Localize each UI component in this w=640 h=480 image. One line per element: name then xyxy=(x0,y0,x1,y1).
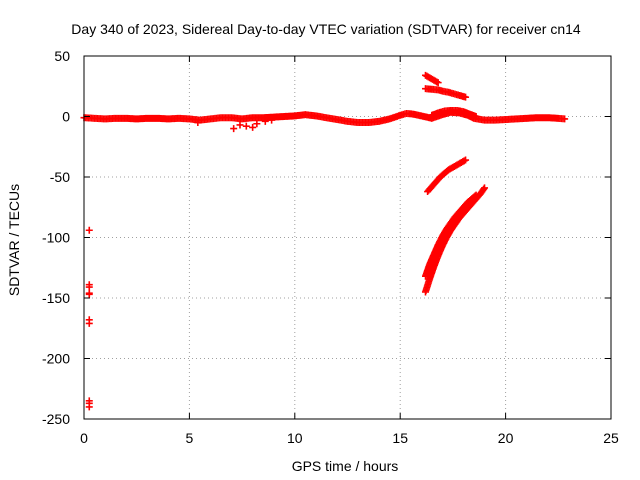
data-point xyxy=(85,226,93,234)
y-tick-label: -250 xyxy=(42,411,70,427)
x-tick-label: 25 xyxy=(603,430,619,446)
y-tick-label: 50 xyxy=(54,48,70,64)
data-point xyxy=(230,125,238,133)
x-tick-label: 10 xyxy=(287,430,303,446)
data-point xyxy=(434,79,442,87)
y-tick-label: -200 xyxy=(42,351,70,367)
data-point xyxy=(462,156,470,164)
y-tick-label: -100 xyxy=(42,230,70,246)
y-axis-label: SDTVAR / TECUs xyxy=(6,184,22,296)
x-tick-labels: 0 5 10 15 20 25 xyxy=(80,430,619,446)
data-point xyxy=(268,116,276,124)
data-point xyxy=(561,115,569,123)
x-tick-label: 20 xyxy=(498,430,514,446)
plot-frame xyxy=(83,55,612,420)
chart-title: Day 340 of 2023, Sidereal Day-to-day VTE… xyxy=(71,21,581,37)
x-tick-label: 15 xyxy=(392,430,408,446)
data-point xyxy=(249,123,257,131)
data-point xyxy=(261,117,269,125)
data-point xyxy=(85,403,93,411)
data-point xyxy=(85,290,93,298)
x-axis-label: GPS time / hours xyxy=(292,458,399,474)
data-point xyxy=(85,319,93,327)
data-point xyxy=(462,93,470,101)
data-point xyxy=(471,192,479,200)
data-point xyxy=(194,119,202,127)
y-tick-label: -50 xyxy=(50,169,70,185)
data-point xyxy=(460,157,468,165)
x-tick-label: 0 xyxy=(80,430,88,446)
data-point xyxy=(85,283,93,291)
y-tick-label: 0 xyxy=(62,109,70,125)
x-tick-label: 5 xyxy=(186,430,194,446)
data-point xyxy=(242,122,250,130)
data-point xyxy=(472,191,480,199)
data-point xyxy=(480,185,488,193)
grid-lines xyxy=(84,56,611,419)
data-point xyxy=(236,121,244,129)
axis-ticks xyxy=(83,55,612,420)
data-point xyxy=(481,184,489,192)
data-point xyxy=(433,78,441,86)
data-points xyxy=(80,71,569,411)
y-tick-label: -150 xyxy=(42,290,70,306)
y-tick-labels: -250 -200 -150 -100 -50 0 50 xyxy=(42,48,70,427)
data-point xyxy=(472,113,480,120)
data-point xyxy=(253,120,261,128)
